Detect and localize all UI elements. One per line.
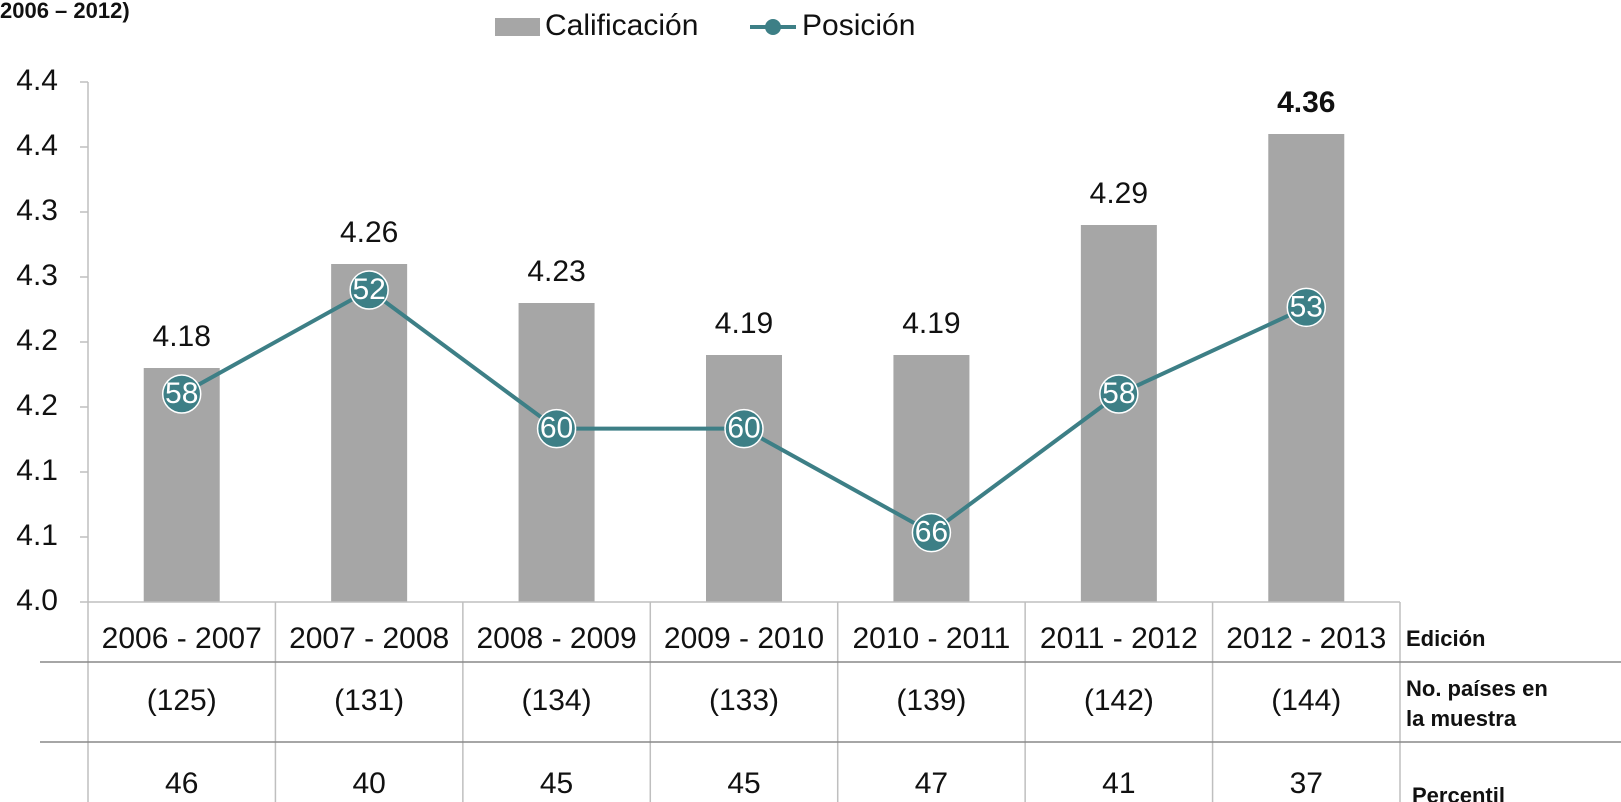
x-tick-label: 2006 - 2007: [102, 622, 262, 655]
table-cell: 47: [915, 767, 948, 800]
bar-value-label: 4.19: [902, 307, 960, 340]
point-label: 52: [352, 273, 385, 306]
legend-swatch: [765, 19, 781, 35]
row-label: No. países en: [1406, 676, 1548, 701]
line-point: [911, 512, 952, 553]
y-tick-label: 4.4: [16, 64, 58, 97]
point-label: 66: [915, 516, 948, 549]
row-label: Edición: [1406, 626, 1485, 651]
bar-value-label: 4.18: [153, 320, 211, 353]
y-tick-label: 4.2: [16, 389, 58, 422]
x-tick-label: 2008 - 2009: [477, 622, 637, 655]
legend-label: Posición: [802, 9, 915, 42]
y-tick-label: 4.3: [16, 259, 58, 292]
line-point: [536, 408, 577, 449]
y-tick-label: 4.1: [16, 454, 58, 487]
row-label: la muestra: [1406, 706, 1517, 731]
line-point: [1099, 374, 1139, 414]
chart-title: 2006 – 2012): [0, 0, 130, 23]
table-cell: (131): [334, 684, 404, 717]
row-label: Percentil: [1412, 783, 1505, 802]
y-tick-label: 4.1: [16, 519, 58, 552]
point-label: 53: [1290, 290, 1323, 323]
x-tick-label: 2009 - 2010: [664, 622, 824, 655]
bar: [893, 355, 970, 602]
line-point: [161, 374, 202, 414]
table-cell: 40: [352, 767, 385, 800]
table-cell: 45: [727, 767, 760, 800]
bar-value-label: 4.36: [1277, 86, 1335, 119]
point-label: 60: [540, 412, 573, 445]
table-cell: 37: [1290, 767, 1323, 800]
point-label: 58: [1102, 377, 1135, 410]
x-tick-label: 2011 - 2012: [1040, 622, 1198, 655]
bar: [331, 264, 408, 602]
y-tick-label: 4.0: [16, 584, 58, 617]
line-point: [1286, 287, 1327, 328]
table-cell: (142): [1084, 684, 1154, 717]
table-cell: 41: [1102, 767, 1135, 800]
bar-value-label: 4.29: [1090, 177, 1148, 210]
table-cell: (139): [896, 684, 966, 717]
bar: [1268, 134, 1345, 602]
table-cell: (125): [147, 684, 217, 717]
table-cell: 45: [540, 767, 573, 800]
bar-value-label: 4.19: [715, 307, 773, 340]
bar: [706, 355, 782, 602]
point-label: 58: [165, 377, 198, 410]
bar-value-label: 4.26: [340, 216, 398, 249]
table-cell: (144): [1271, 684, 1341, 717]
bar: [518, 303, 595, 602]
table-cell: (133): [709, 684, 779, 717]
line-point: [349, 270, 389, 310]
x-tick-label: 2007 - 2008: [289, 622, 449, 655]
table-cell: 46: [165, 767, 198, 800]
x-tick-label: 2010 - 2011: [852, 622, 1010, 655]
y-tick-label: 4.3: [16, 194, 58, 227]
bar-value-label: 4.23: [527, 255, 585, 288]
x-tick-label: 2012 - 2013: [1226, 622, 1386, 655]
table-cell: (134): [522, 684, 592, 717]
y-tick-label: 4.4: [16, 129, 58, 162]
line-point: [724, 408, 764, 449]
legend-swatch: [495, 18, 540, 36]
point-label: 60: [727, 412, 760, 445]
y-tick-label: 4.2: [16, 324, 58, 357]
legend-label: Calificación: [545, 9, 698, 42]
